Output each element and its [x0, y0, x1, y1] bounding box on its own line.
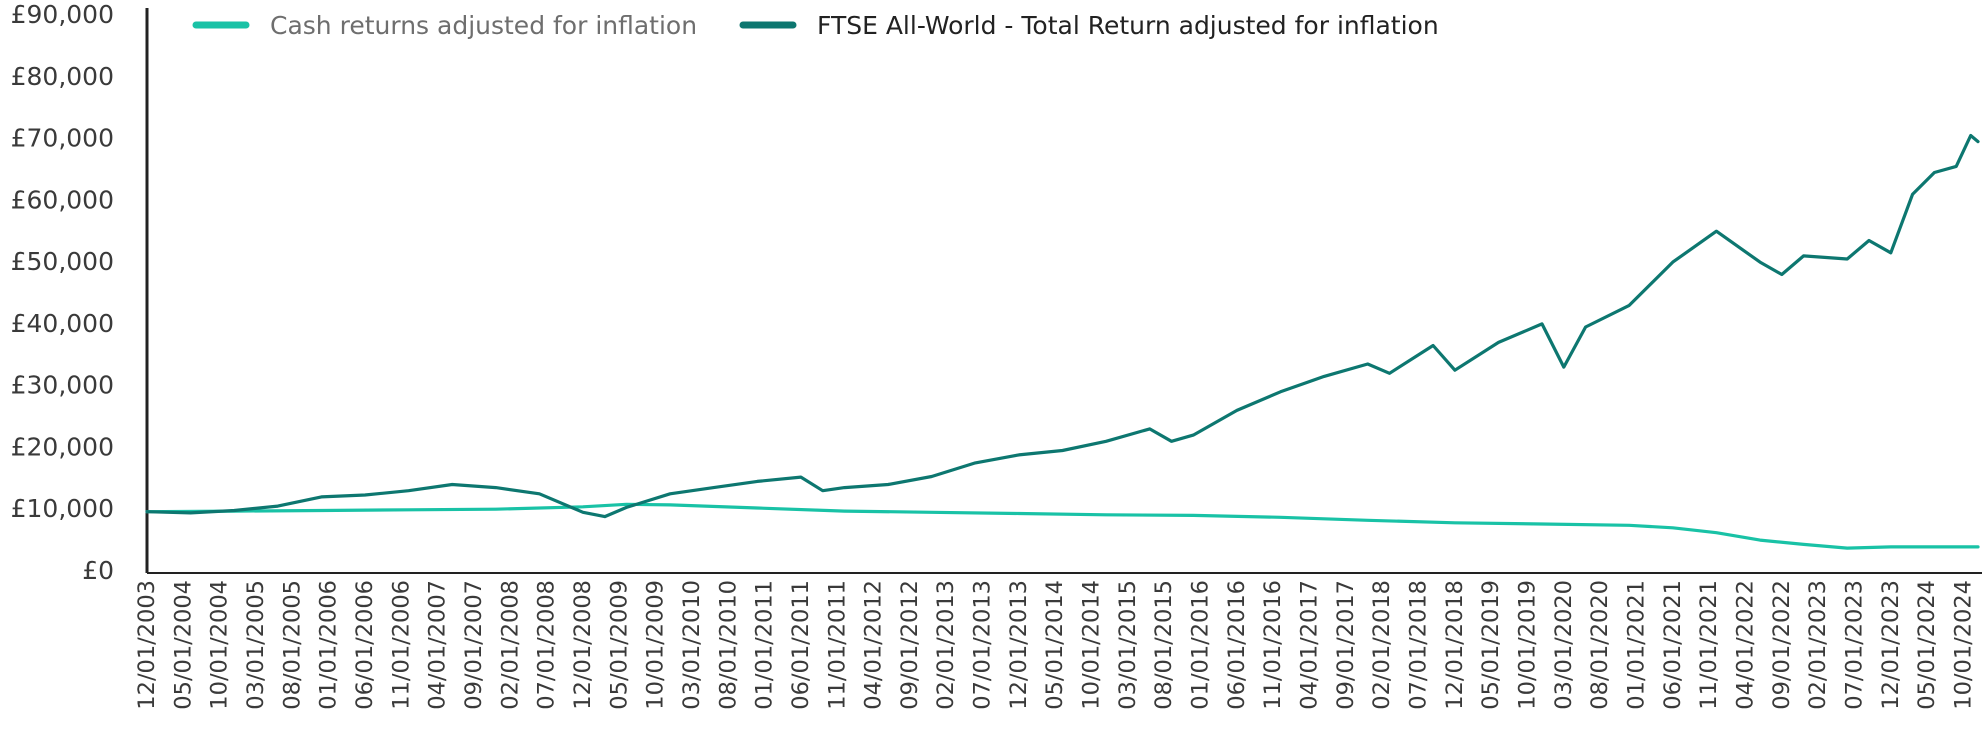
legend-label: Cash returns adjusted for inflation — [270, 11, 697, 40]
x-tick-label: 01/01/2011 — [752, 580, 778, 710]
series-line-1 — [145, 502, 1980, 550]
x-tick-label: 05/01/2004 — [170, 580, 196, 710]
x-tick-label: 08/01/2005 — [279, 580, 305, 710]
x-tick-label: 02/01/2008 — [497, 580, 523, 710]
x-tick-label: 09/01/2017 — [1333, 580, 1359, 710]
x-tick-label: 08/01/2020 — [1587, 580, 1613, 710]
x-tick-label: 10/01/2014 — [1079, 580, 1105, 710]
x-tick-label: 12/01/2013 — [1006, 580, 1032, 710]
x-tick-label: 04/01/2022 — [1732, 580, 1758, 710]
x-tick-label: 06/01/2006 — [352, 580, 378, 710]
x-tick-label: 04/01/2017 — [1297, 580, 1323, 710]
x-tick-label: 02/01/2013 — [933, 580, 959, 710]
y-tick-label: £80,000 — [11, 62, 114, 91]
x-tick-label: 02/01/2018 — [1369, 580, 1395, 710]
x-tick-label: 07/01/2008 — [534, 580, 560, 710]
y-tick-label: £0 — [82, 556, 114, 585]
y-tick-label: £90,000 — [11, 0, 114, 29]
x-tick-label: 03/01/2010 — [679, 580, 705, 710]
x-axis: 12/01/2003 05/01/2004 10/01/2004 03/01/2005… — [134, 572, 1982, 710]
x-tick-label: 06/01/2016 — [1224, 580, 1250, 710]
x-tick-label: 01/01/2006 — [316, 580, 342, 710]
x-tick-label: 08/01/2010 — [715, 580, 741, 710]
x-tick-label: 05/01/2019 — [1478, 580, 1504, 710]
x-tick-label: 10/01/2004 — [207, 580, 233, 710]
y-tick-label: £40,000 — [11, 309, 114, 338]
y-tick-label: £20,000 — [11, 432, 114, 461]
x-tick-label: 12/01/2023 — [1878, 580, 1904, 710]
x-tick-label: 02/01/2023 — [1805, 580, 1831, 710]
x-tick-label: 03/01/2005 — [243, 580, 269, 710]
x-tick-label: 04/01/2012 — [861, 580, 887, 710]
x-tick-label: 11/01/2021 — [1696, 580, 1722, 710]
series-line-2 — [145, 133, 1980, 519]
x-tick-label: 06/01/2011 — [788, 580, 814, 710]
legend: Cash returns adjusted for inflation FTSE … — [192, 11, 1439, 40]
x-tick-label: 08/01/2015 — [1151, 580, 1177, 710]
x-tick-label: 01/01/2021 — [1624, 580, 1650, 710]
x-tick-label: 05/01/2014 — [1042, 580, 1068, 710]
x-tick-label: 11/01/2011 — [824, 580, 850, 710]
y-tick-label: £70,000 — [11, 124, 114, 153]
y-tick-label: £30,000 — [11, 371, 114, 400]
plot-area — [145, 133, 1980, 550]
x-tick-label: 11/01/2006 — [388, 580, 414, 710]
x-tick-label: 01/01/2016 — [1188, 580, 1214, 710]
x-tick-label: 10/01/2009 — [643, 580, 669, 710]
x-tick-label: 09/01/2012 — [897, 580, 923, 710]
x-tick-label: 05/01/2009 — [606, 580, 632, 710]
x-tick-label: 10/01/2024 — [1950, 580, 1976, 710]
y-tick-label: £50,000 — [11, 247, 114, 276]
x-tick-label: 12/01/2018 — [1442, 580, 1468, 710]
x-tick-label: 10/01/2019 — [1515, 580, 1541, 710]
x-tick-labels: 12/01/2003 05/01/2004 10/01/2004 03/01/2005… — [134, 580, 1976, 710]
y-tick-labels: £0 £10,000 £20,000 £30,000 £40,000 £50,000 £60… — [11, 0, 114, 585]
legend-label: FTSE All-World - Total Return adjusted f… — [817, 11, 1439, 40]
x-tick-label: 09/01/2007 — [461, 580, 487, 710]
x-tick-label: 12/01/2003 — [134, 580, 160, 710]
x-tick-label: 03/01/2015 — [1115, 580, 1141, 710]
x-tick-label: 03/01/2020 — [1551, 580, 1577, 710]
x-tick-label: 06/01/2021 — [1660, 580, 1686, 710]
x-tick-label: 07/01/2013 — [970, 580, 996, 710]
x-tick-label: 05/01/2024 — [1914, 580, 1940, 710]
x-tick-label: 07/01/2018 — [1406, 580, 1432, 710]
x-tick-label: 04/01/2007 — [425, 580, 451, 710]
y-tick-label: £10,000 — [11, 494, 114, 523]
y-axis: £0 £10,000 £20,000 £30,000 £40,000 £50,000 £60… — [11, 0, 149, 585]
y-tick-label: £60,000 — [11, 185, 114, 214]
x-tick-label: 07/01/2023 — [1841, 580, 1867, 710]
x-tick-label: 11/01/2016 — [1260, 580, 1286, 710]
x-tick-label: 09/01/2022 — [1769, 580, 1795, 710]
x-tick-label: 12/01/2008 — [570, 580, 596, 710]
